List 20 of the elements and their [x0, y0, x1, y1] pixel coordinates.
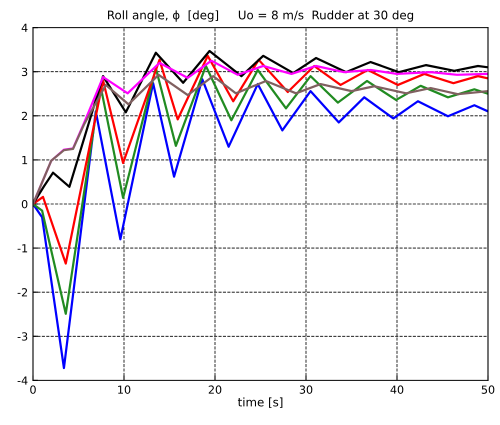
- y-tick-label: -4: [18, 376, 28, 385]
- line-series: [33, 78, 488, 370]
- line-series: [33, 64, 488, 315]
- chart-title: Roll angle, ϕ [deg] Uo = 8 m/s Rudder at 30 deg: [108, 10, 414, 22]
- x-tick-label: 30: [300, 385, 312, 394]
- line-series: [33, 54, 488, 265]
- y-tick-label: -2: [18, 288, 28, 296]
- y-tick-label: 3: [22, 68, 28, 76]
- x-tick-label: 0: [30, 385, 36, 394]
- x-tick-label: 10: [118, 385, 130, 394]
- y-tick-label: 1: [22, 156, 28, 164]
- x-axis-title: time [s]: [238, 397, 282, 408]
- y-tick-label: 0: [22, 200, 28, 208]
- x-tick-label: 20: [208, 385, 222, 394]
- x-tick-label: 40: [390, 385, 404, 394]
- y-tick-label: 4: [22, 24, 28, 32]
- x-tick-label: 50: [482, 385, 494, 394]
- y-tick-label: -3: [18, 332, 28, 341]
- y-tick-label: -1: [18, 244, 28, 252]
- y-tick-label: 2: [22, 112, 28, 120]
